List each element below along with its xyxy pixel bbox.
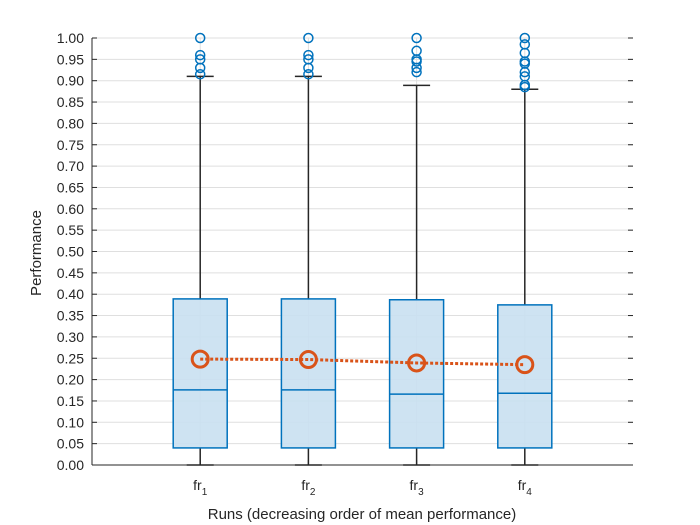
box-iqr	[280, 298, 337, 449]
outlier-point	[303, 49, 314, 61]
y-tick-label: 0.45	[57, 265, 84, 281]
box-iqr	[497, 304, 553, 449]
outlier-point	[303, 54, 314, 65]
y-tick-label: 0.40	[57, 286, 84, 302]
y-tick-label: 0.65	[57, 179, 84, 195]
outlier-point	[519, 32, 531, 44]
plot-area	[172, 32, 553, 466]
box-2	[280, 32, 337, 466]
y-tick-label: 0.75	[57, 137, 84, 153]
outlier-point	[519, 39, 531, 50]
box-iqr	[388, 299, 445, 449]
y-tick-label: 0.05	[57, 436, 84, 452]
outlier-point	[194, 49, 206, 61]
box-4	[497, 32, 553, 466]
y-tick-label: 1.00	[57, 30, 84, 46]
y-tick-label: 0.25	[57, 350, 84, 366]
y-tick-label: 0.60	[57, 201, 84, 217]
outlier-point	[194, 54, 206, 65]
outlier-point	[411, 45, 422, 57]
box-iqr	[172, 298, 228, 449]
y-tick-label: 0.95	[57, 51, 84, 67]
outlier-point	[194, 69, 206, 80]
mean-marker	[190, 349, 210, 369]
mean-marker	[515, 355, 535, 375]
y-tick-label: 0.35	[57, 308, 84, 324]
y-tick-label: 0.20	[57, 372, 84, 388]
box-3	[388, 32, 445, 466]
y-tick-label: 0.80	[57, 115, 84, 131]
x-tick-label: fr1	[193, 477, 208, 498]
mean-marker	[407, 353, 427, 373]
x-tick-label: fr3	[410, 477, 425, 498]
y-tick-label: 0.70	[57, 158, 84, 174]
y-tick-label: 0.10	[57, 414, 84, 430]
mean-line	[200, 357, 525, 367]
box-1	[172, 32, 228, 466]
outlier-point	[303, 32, 314, 44]
outlier-point	[519, 71, 531, 82]
x-tick-label: fr2	[301, 477, 316, 498]
outlier-point	[411, 32, 422, 44]
outlier-point	[411, 66, 422, 78]
y-tick-label: 0.30	[57, 329, 84, 345]
y-tick-label: 0.15	[57, 393, 84, 409]
outlier-point	[303, 69, 314, 80]
outlier-point	[194, 32, 206, 44]
y-tick-label: 0.55	[57, 222, 84, 238]
mean-marker	[298, 350, 318, 370]
y-tick-label: 0.85	[57, 94, 84, 110]
y-axis-label: Performance	[28, 210, 45, 296]
x-tick-label: fr4	[518, 477, 533, 498]
y-tick-label: 0.00	[57, 457, 84, 473]
y-tick-label: 0.90	[57, 73, 84, 89]
y-tick-label: 0.50	[57, 244, 84, 260]
x-axis-label: Runs (decreasing order of mean performan…	[208, 506, 516, 523]
axes: 0.00 0.05 0.10 0.15 0.20 0.25 0.30 0.35 0.40 0.45…	[57, 30, 633, 498]
